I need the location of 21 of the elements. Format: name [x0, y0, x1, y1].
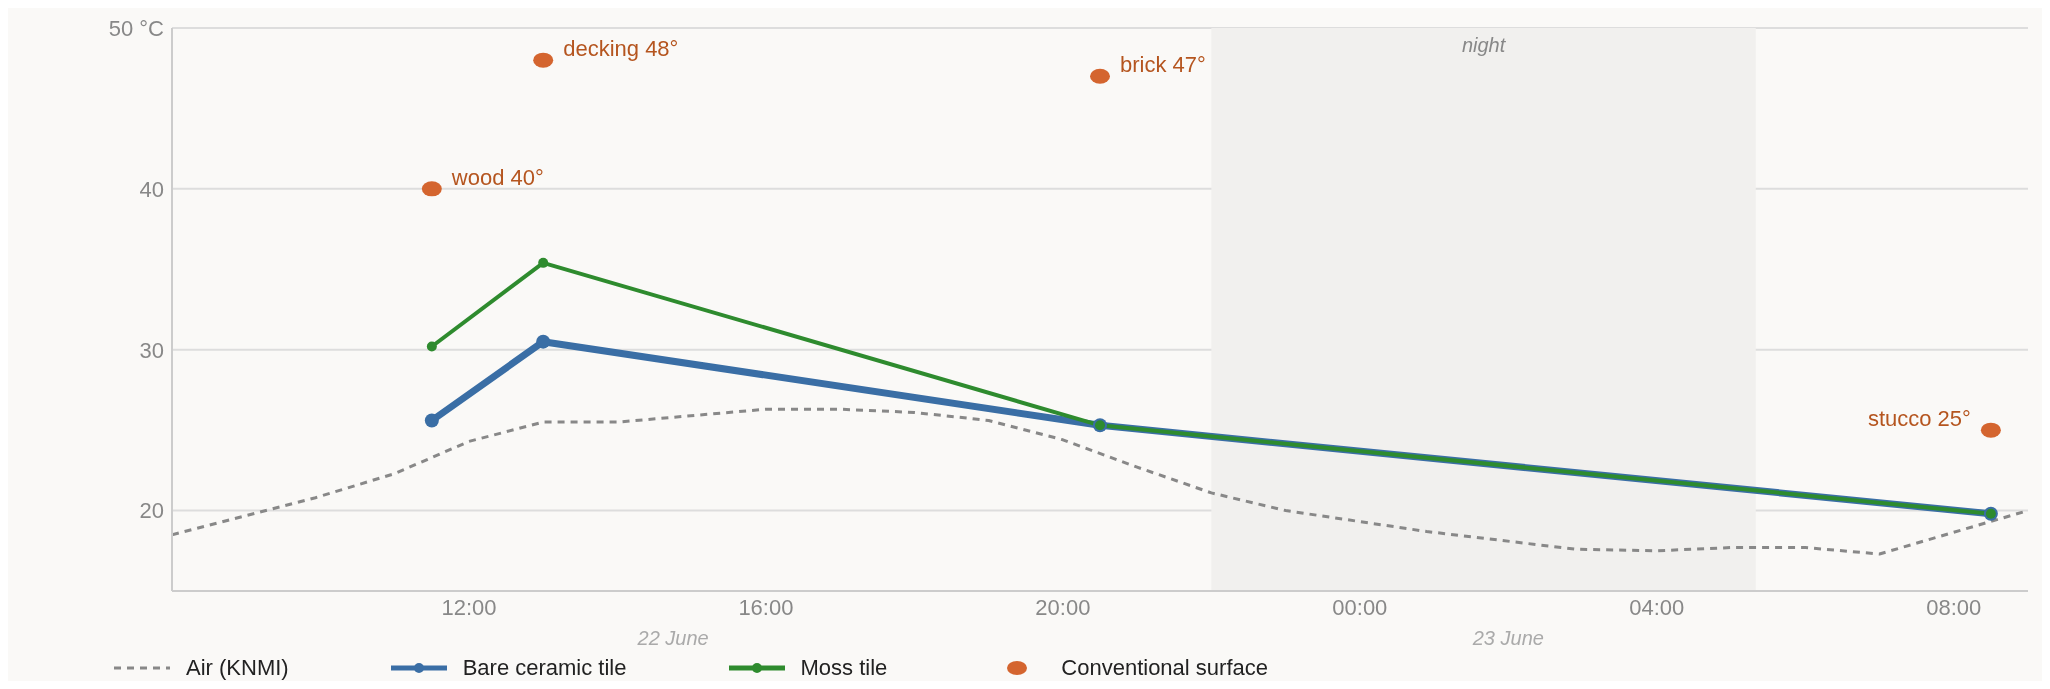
data-label: brick 47° — [1120, 52, 1206, 78]
y-tick-label: 30 — [139, 337, 164, 363]
x-tick-label: 08:00 — [1926, 594, 1982, 620]
x-tick-label: 12:00 — [441, 594, 497, 620]
y-tick-label: 50 °C — [108, 15, 165, 41]
legend-label: Conventional surface — [1061, 655, 1268, 681]
data-label: wood 40° — [450, 164, 544, 190]
x-tick-label: 00:00 — [1332, 594, 1388, 620]
x-tick-label: 20:00 — [1035, 594, 1091, 620]
legend-label: Air (KNMI) — [186, 655, 289, 681]
y-tick-label: 20 — [139, 498, 164, 524]
band-label: night — [1461, 34, 1507, 57]
data-label: decking 48° — [563, 36, 679, 62]
y-tick-label: 40 — [139, 176, 164, 202]
x-tick-label: 16:00 — [738, 594, 794, 620]
x-tick-label: 04:00 — [1629, 594, 1685, 620]
date-caption: 23 June — [1472, 627, 1544, 650]
date-caption: 22 June — [637, 627, 709, 650]
legend-label: Moss tile — [800, 655, 888, 681]
data-label: stucco 25° — [1867, 406, 1971, 432]
legend-label: Bare ceramic tile — [462, 655, 627, 681]
